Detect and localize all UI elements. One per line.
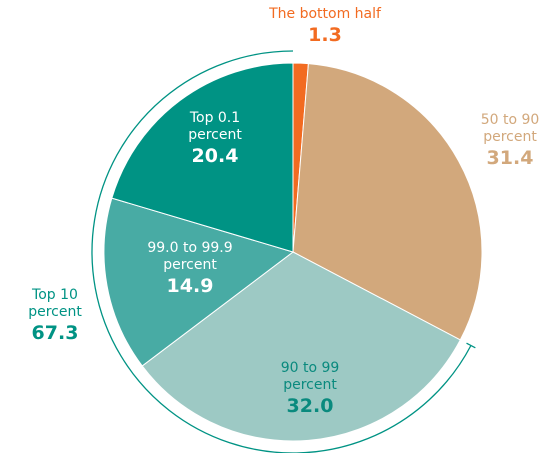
slice-value: 1.3: [308, 24, 342, 46]
annotation-value: 67.3: [31, 322, 79, 344]
slice-name: The bottom half: [269, 6, 381, 22]
slice-name: 90 to 99 percent: [280, 360, 340, 393]
pie-slice: [111, 62, 294, 253]
annotation-tick: [466, 342, 476, 349]
slice-label: Top 0.1 percent 20.4: [160, 110, 270, 168]
slice-value: 31.4: [486, 147, 534, 169]
annotation-label: Top 10 percent 67.3: [10, 287, 100, 345]
slice-label: The bottom half 1.3: [250, 6, 400, 47]
annotation-arc: [91, 50, 472, 453]
annotation-text: Top 10 percent: [28, 287, 82, 320]
slice-name: Top 0.1 percent: [188, 110, 242, 143]
slice-name: 99.0 to 99.9 percent: [147, 240, 233, 273]
pie-slice: [292, 63, 483, 341]
slice-value: 14.9: [166, 275, 214, 297]
pie-slice: [103, 197, 295, 367]
slice-value: 32.0: [286, 395, 334, 417]
slice-name: 50 to 90 percent: [480, 112, 540, 145]
pie-slice: [141, 251, 461, 442]
slice-label: 99.0 to 99.9 percent 14.9: [132, 240, 248, 298]
slice-label: 90 to 99 percent 32.0: [240, 360, 380, 418]
slice-value: 20.4: [191, 145, 239, 167]
slice-label: 50 to 90 percent 31.4: [440, 112, 545, 170]
